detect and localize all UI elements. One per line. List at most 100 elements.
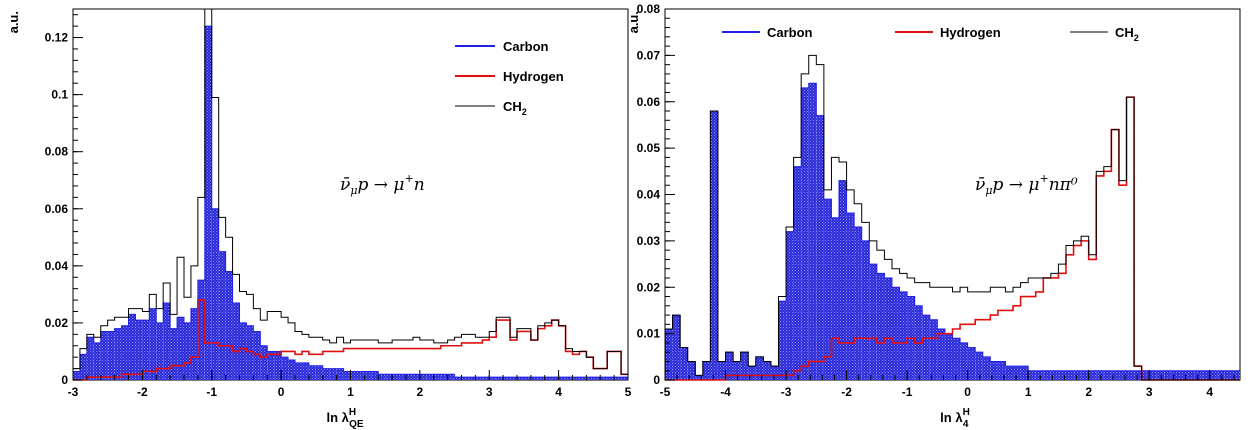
y-tick-label: 0.08 bbox=[637, 2, 661, 16]
carbon-bar bbox=[336, 368, 344, 380]
right-histogram-panel: 0 0.01 0.02 0.03 0.04 0.05 0.06 0.07 0.08 -5 -4 -3 -… bbox=[626, 2, 1241, 430]
ch2-series-line bbox=[664, 54, 1240, 381]
carbon-bar bbox=[876, 273, 885, 380]
carbon-bar bbox=[204, 26, 212, 380]
y-tick-label: 0.05 bbox=[637, 141, 661, 155]
carbon-bar bbox=[1232, 370, 1240, 380]
carbon-bar bbox=[197, 280, 205, 380]
carbon-bar bbox=[468, 377, 476, 380]
x-tick-label: 0 bbox=[278, 385, 285, 399]
legend-label-ch2: CH2 bbox=[503, 99, 527, 117]
carbon-bar bbox=[565, 377, 573, 380]
y-tick-label: 0.1 bbox=[51, 88, 68, 102]
x-tick-label: -5 bbox=[660, 385, 671, 399]
carbon-bar bbox=[1028, 370, 1036, 380]
carbon-bar bbox=[156, 322, 164, 380]
carbon-bar bbox=[710, 111, 718, 381]
carbon-bar bbox=[107, 331, 115, 380]
carbon-bar bbox=[846, 213, 855, 380]
carbon-bar bbox=[523, 377, 531, 380]
carbon-bar bbox=[281, 357, 289, 380]
legend-label-ch2: CH2 bbox=[1115, 25, 1139, 43]
carbon-bar bbox=[944, 333, 953, 380]
carbon-bar bbox=[600, 377, 608, 380]
carbon-bar bbox=[301, 362, 309, 380]
hydrogen-series-line bbox=[665, 96, 1240, 381]
carbon-bar bbox=[1065, 370, 1074, 380]
carbon-bar bbox=[1035, 370, 1044, 380]
hydrogen-series-line bbox=[73, 299, 628, 381]
carbon-bar bbox=[1081, 370, 1089, 380]
x-tick-label: -1 bbox=[206, 385, 217, 399]
carbon-bar bbox=[163, 302, 171, 380]
y-tick-label: 0.04 bbox=[45, 259, 69, 273]
carbon-bar bbox=[687, 361, 696, 380]
x-tick-label: 4 bbox=[1206, 385, 1213, 399]
carbon-bar bbox=[447, 374, 455, 380]
carbon-bar bbox=[79, 354, 87, 380]
carbon-bar bbox=[572, 377, 580, 380]
carbon-bar bbox=[419, 374, 427, 380]
y-axis-label: a.u. bbox=[626, 11, 641, 33]
carbon-bar bbox=[1058, 370, 1066, 380]
carbon-bar bbox=[1073, 370, 1082, 380]
x-tick-label: -3 bbox=[781, 385, 792, 399]
carbon-bars bbox=[665, 83, 1240, 381]
carbon-bar bbox=[406, 374, 413, 380]
carbon-bar bbox=[755, 356, 764, 380]
x-tick-label: -3 bbox=[68, 385, 79, 399]
carbon-bar bbox=[1179, 370, 1188, 380]
y-tick-label: 0.02 bbox=[45, 316, 69, 330]
carbon-bar bbox=[510, 377, 517, 380]
carbon-bar bbox=[929, 319, 938, 380]
plot-frame bbox=[664, 8, 1241, 381]
y-tick-label: 0.08 bbox=[45, 145, 69, 159]
carbon-bar bbox=[544, 377, 552, 380]
carbon-bar bbox=[454, 377, 462, 380]
carbon-bar bbox=[763, 361, 771, 380]
carbon-bar bbox=[997, 361, 1006, 380]
y-tick-label: 0.12 bbox=[45, 31, 69, 45]
carbon-bar bbox=[86, 337, 94, 380]
x-axis-label: ln λH QE bbox=[326, 407, 363, 430]
legend-label-hydrogen: Hydrogen bbox=[940, 25, 1001, 40]
carbon-bar bbox=[793, 166, 802, 380]
y-tick-label: 0.04 bbox=[637, 188, 661, 202]
x-tick-label: 3 bbox=[486, 385, 493, 399]
carbon-bar bbox=[121, 325, 129, 380]
carbon-bar bbox=[135, 320, 143, 380]
y-tick-label: 0 bbox=[61, 373, 68, 387]
carbon-bar bbox=[1126, 370, 1135, 380]
carbon-bar bbox=[1149, 370, 1157, 380]
carbon-bar bbox=[869, 264, 877, 380]
carbon-bar bbox=[184, 322, 191, 380]
carbon-bar bbox=[1194, 370, 1203, 380]
carbon-bar bbox=[672, 315, 681, 380]
x-tick-label: 4 bbox=[555, 385, 562, 399]
carbon-bar bbox=[308, 365, 316, 380]
y-tick-label: 0 bbox=[653, 373, 660, 387]
x-tick-label: 3 bbox=[1146, 385, 1153, 399]
carbon-bar bbox=[357, 371, 365, 380]
legend-label-hydrogen: Hydrogen bbox=[503, 69, 564, 84]
y-tick-label: 0.06 bbox=[637, 95, 661, 109]
carbon-bar bbox=[461, 377, 469, 380]
carbon-bar bbox=[786, 231, 794, 380]
carbon-bar bbox=[952, 338, 961, 380]
carbon-bar bbox=[702, 361, 711, 380]
carbon-bar bbox=[816, 115, 824, 380]
x-tick-label: -2 bbox=[137, 385, 148, 399]
carbon-bar bbox=[960, 342, 968, 380]
carbon-bar bbox=[343, 371, 351, 380]
carbon-bar bbox=[748, 366, 756, 380]
y-tick-label: 0.01 bbox=[637, 327, 661, 341]
carbon-bar bbox=[246, 325, 254, 380]
x-tick-label: 2 bbox=[1085, 385, 1092, 399]
carbon-bar bbox=[586, 377, 594, 380]
carbon-bar bbox=[1013, 366, 1021, 380]
carbon-bar bbox=[725, 352, 734, 380]
carbon-bar bbox=[1164, 370, 1172, 380]
carbon-bar bbox=[267, 351, 275, 380]
x-tick-label: 2 bbox=[417, 385, 424, 399]
